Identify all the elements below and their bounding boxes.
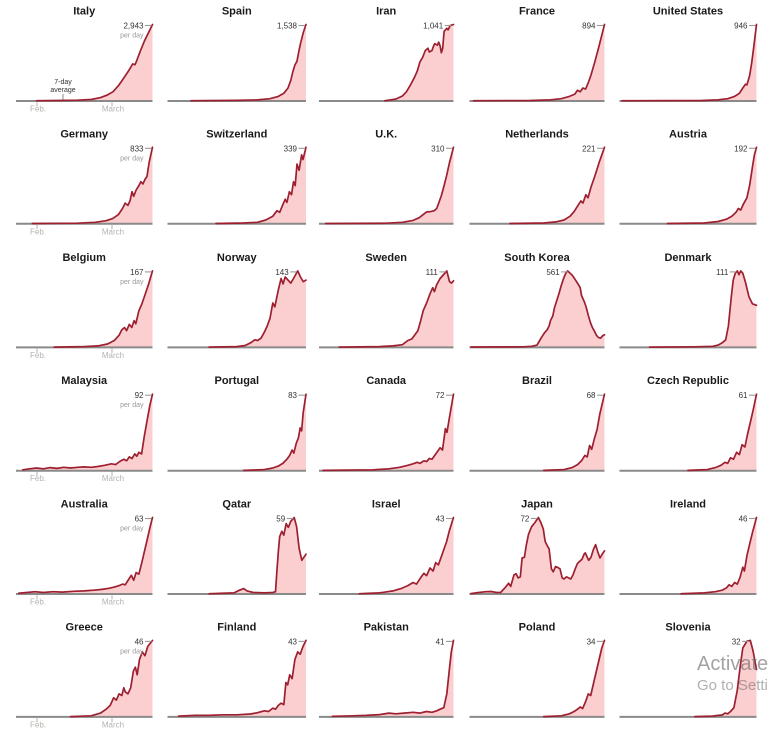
svg-text:46: 46	[739, 515, 748, 524]
svg-text:Norway: Norway	[217, 252, 258, 264]
svg-text:Germany: Germany	[60, 128, 109, 140]
svg-text:Ireland: Ireland	[670, 499, 706, 511]
svg-text:Pakistan: Pakistan	[364, 621, 410, 633]
svg-text:March: March	[102, 227, 124, 236]
svg-text:March: March	[102, 598, 124, 607]
svg-text:167: 167	[130, 268, 144, 277]
svg-text:68: 68	[587, 391, 596, 400]
svg-text:March: March	[102, 105, 124, 114]
svg-text:Finland: Finland	[217, 621, 256, 633]
svg-text:South Korea: South Korea	[504, 252, 570, 264]
svg-text:Brazil: Brazil	[522, 375, 552, 387]
svg-text:U.K.: U.K.	[375, 128, 397, 140]
svg-text:Greece: Greece	[66, 621, 103, 633]
svg-text:per day: per day	[120, 155, 144, 162]
svg-text:32: 32	[732, 637, 741, 646]
svg-text:1,538: 1,538	[277, 22, 298, 31]
svg-text:Slovenia: Slovenia	[665, 621, 711, 633]
svg-text:Iran: Iran	[376, 6, 396, 18]
svg-text:Feb.: Feb.	[30, 474, 46, 483]
svg-text:Belgium: Belgium	[62, 252, 106, 264]
svg-text:Feb.: Feb.	[30, 720, 46, 729]
svg-text:92: 92	[135, 391, 144, 400]
svg-text:Feb.: Feb.	[30, 105, 46, 114]
svg-text:2,943: 2,943	[123, 22, 144, 31]
svg-text:France: France	[519, 6, 555, 18]
svg-text:Italy: Italy	[73, 6, 96, 18]
svg-text:946: 946	[734, 22, 748, 31]
svg-text:Denmark: Denmark	[664, 252, 712, 264]
svg-text:Switzerland: Switzerland	[206, 128, 267, 140]
svg-text:Japan: Japan	[521, 499, 553, 511]
svg-text:Netherlands: Netherlands	[505, 128, 569, 140]
svg-text:46: 46	[135, 637, 144, 646]
svg-text:894: 894	[582, 22, 596, 31]
svg-text:1,041: 1,041	[423, 22, 444, 31]
svg-text:Portugal: Portugal	[214, 375, 259, 387]
svg-text:Malaysia: Malaysia	[61, 375, 108, 387]
svg-text:per day: per day	[120, 648, 144, 655]
svg-text:83: 83	[288, 391, 297, 400]
svg-text:per day: per day	[120, 526, 144, 533]
svg-text:Canada: Canada	[366, 375, 407, 387]
svg-text:221: 221	[582, 144, 596, 153]
svg-text:Feb.: Feb.	[30, 227, 46, 236]
svg-text:72: 72	[520, 515, 529, 524]
svg-text:average: average	[50, 87, 75, 94]
svg-text:111: 111	[716, 268, 729, 277]
svg-text:Feb.: Feb.	[30, 598, 46, 607]
svg-text:61: 61	[739, 391, 748, 400]
svg-text:833: 833	[130, 144, 144, 153]
svg-text:per day: per day	[120, 279, 144, 286]
svg-text:339: 339	[284, 144, 298, 153]
svg-text:41: 41	[436, 637, 445, 646]
svg-text:Sweden: Sweden	[365, 252, 407, 264]
svg-text:59: 59	[276, 515, 285, 524]
svg-text:7-day: 7-day	[54, 79, 72, 86]
svg-text:Australia: Australia	[61, 499, 109, 511]
svg-text:43: 43	[436, 515, 445, 524]
svg-text:310: 310	[431, 144, 445, 153]
svg-text:Spain: Spain	[222, 6, 252, 18]
svg-text:34: 34	[587, 637, 596, 646]
svg-text:Feb.: Feb.	[30, 351, 46, 360]
svg-text:Poland: Poland	[519, 621, 556, 633]
svg-text:March: March	[102, 351, 124, 360]
svg-text:111: 111	[426, 268, 439, 277]
svg-text:143: 143	[275, 268, 289, 277]
svg-text:per day: per day	[120, 402, 144, 409]
svg-text:per day: per day	[120, 33, 144, 40]
svg-text:63: 63	[135, 515, 144, 524]
svg-text:United States: United States	[653, 6, 723, 18]
svg-text:Czech Republic: Czech Republic	[647, 375, 729, 387]
svg-text:Austria: Austria	[669, 128, 708, 140]
svg-text:192: 192	[734, 144, 748, 153]
svg-text:Israel: Israel	[372, 499, 401, 511]
svg-text:March: March	[102, 474, 124, 483]
svg-text:561: 561	[546, 268, 560, 277]
svg-text:72: 72	[436, 391, 445, 400]
svg-text:March: March	[102, 720, 124, 729]
svg-text:43: 43	[288, 637, 297, 646]
svg-text:Qatar: Qatar	[222, 499, 251, 511]
